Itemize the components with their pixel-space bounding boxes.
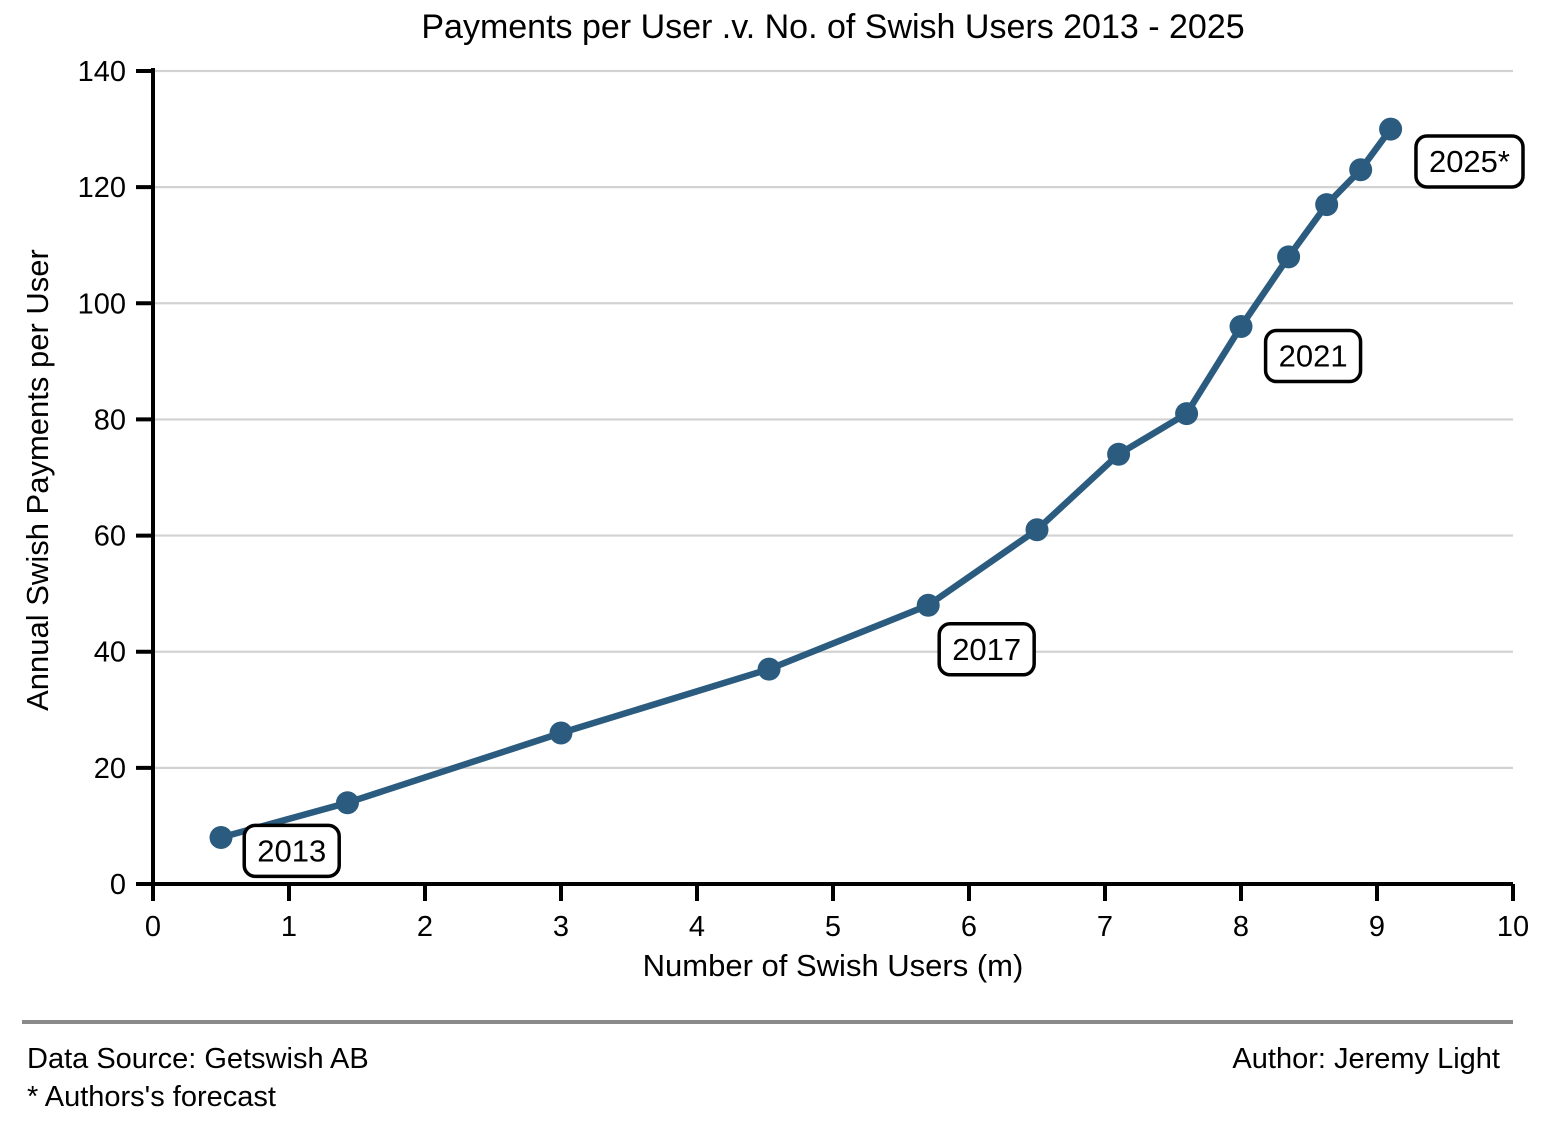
y-tick-label-60: 60	[94, 521, 126, 553]
annotation-label-2021: 2021	[1279, 339, 1348, 374]
author-text: Author: Jeremy Light	[1232, 1043, 1500, 1075]
y-tick-label-40: 40	[94, 637, 126, 669]
annotation-box-2021	[1263, 328, 1363, 384]
x-tick-label-2: 2	[417, 911, 433, 943]
x-tick-label-8: 8	[1233, 911, 1249, 943]
x-tick-label-3: 3	[553, 911, 569, 943]
y-tick-label-0: 0	[110, 869, 126, 901]
annotation-box-2017	[937, 622, 1036, 677]
data-point-2016	[757, 657, 781, 681]
x-tick-label-1: 1	[281, 911, 297, 943]
x-tick-label-6: 6	[961, 911, 977, 943]
x-tick-label-5: 5	[825, 911, 841, 943]
footer-separator-line	[22, 1020, 1513, 1024]
x-tick-label-9: 9	[1369, 911, 1385, 943]
annotation-label-2025: 2025*	[1429, 144, 1510, 179]
data-point-2025	[1379, 117, 1403, 141]
data-point-2022	[1277, 245, 1301, 269]
y-tick-label-140: 140	[78, 56, 126, 88]
data-point-2021	[1229, 315, 1253, 339]
data-line	[217, 125, 1394, 841]
forecast-note-text: * Authors's forecast	[27, 1081, 276, 1113]
y-tick-label-20: 20	[94, 753, 126, 785]
chart-title: Payments per User .v. No. of Swish Users…	[421, 8, 1245, 46]
data-point-2023	[1315, 193, 1339, 217]
y-tick-label-120: 120	[78, 172, 126, 204]
data-point-2018	[1025, 518, 1049, 542]
data-point-2015	[549, 721, 573, 745]
data-point-2014	[335, 791, 359, 815]
data-point-2017	[916, 593, 940, 617]
annotation-label-2017: 2017	[952, 632, 1021, 667]
x-tick-label-4: 4	[689, 911, 705, 943]
y-axis-label: Annual Swish Payments per User	[20, 249, 55, 711]
data-point-2024	[1349, 158, 1373, 182]
data-point-2013	[209, 826, 233, 850]
annotation-box-2025	[1414, 134, 1525, 189]
x-tick-label-7: 7	[1097, 911, 1113, 943]
data-point-2020	[1175, 402, 1199, 426]
annotation-box-2013	[242, 823, 341, 879]
y-tick-label-100: 100	[78, 288, 126, 320]
x-tick-label-10: 10	[1497, 911, 1529, 943]
data-point-2019	[1107, 442, 1131, 466]
x-axis-label: Number of Swish Users (m)	[642, 948, 1024, 983]
x-tick-label-0: 0	[145, 911, 161, 943]
annotation-label-2013: 2013	[257, 833, 326, 868]
y-tick-label-80: 80	[94, 404, 126, 436]
data-source-text: Data Source: Getswish AB	[27, 1043, 369, 1075]
